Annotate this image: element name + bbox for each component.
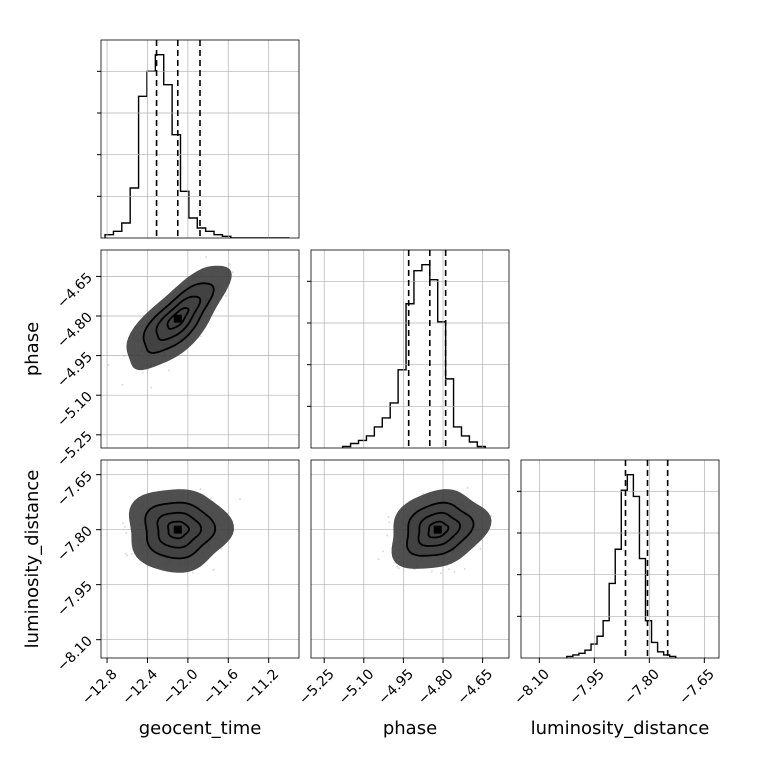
- x-tick-label: −11.6: [200, 666, 242, 708]
- x-axis-label-phase: phase: [383, 718, 437, 739]
- density-peak: [173, 314, 182, 323]
- y-tick-label: −4.65: [54, 270, 96, 312]
- density-panel-geocent_time-phase: [107, 256, 234, 389]
- x-tick-label: −12.4: [119, 666, 161, 708]
- panel-frame: [520, 459, 720, 659]
- x-axis-label-geocent_time: geocent_time: [139, 718, 262, 739]
- panel-frame: [310, 459, 510, 659]
- hist-panel-phase: [341, 263, 486, 448]
- y-axis-label-luminosity_distance: luminosity_distance: [22, 470, 43, 649]
- y-tick-label: −5.10: [54, 389, 96, 431]
- histogram-luminosity_distance: [566, 473, 677, 658]
- density-peak: [433, 525, 442, 534]
- x-tick-label: −12.8: [79, 666, 121, 708]
- x-tick-label: −4.95: [375, 666, 417, 708]
- x-tick-label: −7.95: [566, 666, 608, 708]
- contour-line: [156, 511, 203, 549]
- histogram-geocent_time: [104, 53, 290, 238]
- hist-panel-geocent_time: [104, 53, 290, 238]
- contour-line: [142, 282, 215, 354]
- x-tick-label: −11.2: [241, 666, 283, 708]
- y-tick-label: −4.95: [54, 349, 96, 391]
- x-tick-label: −4.65: [455, 666, 497, 708]
- contour-line: [405, 501, 475, 557]
- contour-line: [417, 511, 462, 547]
- y-axis-label-phase: phase: [22, 322, 43, 376]
- panel-frame: [310, 249, 510, 449]
- y-tick-label: −8.10: [54, 633, 96, 675]
- y-tick-label: −7.95: [54, 578, 96, 620]
- x-tick-label: −7.65: [676, 666, 718, 708]
- contour-line: [166, 307, 190, 330]
- y-tick-label: −5.25: [54, 428, 96, 470]
- x-tick-label: −5.25: [296, 666, 338, 708]
- contour-line: [144, 501, 217, 560]
- x-axis-label-luminosity_distance: luminosity_distance: [531, 718, 710, 739]
- y-tick-label: −7.80: [54, 523, 96, 565]
- x-tick-label: −5.10: [336, 666, 378, 708]
- x-tick-label: −12.0: [160, 666, 202, 708]
- x-tick-label: −8.10: [511, 666, 553, 708]
- panel-frame: [100, 249, 300, 449]
- x-tick-label: −4.80: [415, 666, 457, 708]
- y-tick-label: −7.65: [54, 468, 96, 510]
- contour-line: [427, 520, 450, 539]
- hist-panel-luminosity_distance: [566, 473, 677, 658]
- contour-line: [155, 295, 202, 342]
- y-tick-label: −4.80: [54, 310, 96, 352]
- histogram-phase: [341, 263, 486, 448]
- contour-line: [167, 520, 190, 540]
- density-panel-phase-luminosity_distance: [377, 486, 493, 575]
- density-peak: [173, 525, 182, 534]
- x-tick-label: −7.80: [621, 666, 663, 708]
- density-panel-geocent_time-luminosity_distance: [121, 488, 241, 574]
- panel-frame: [100, 39, 300, 239]
- panel-frame: [100, 459, 300, 659]
